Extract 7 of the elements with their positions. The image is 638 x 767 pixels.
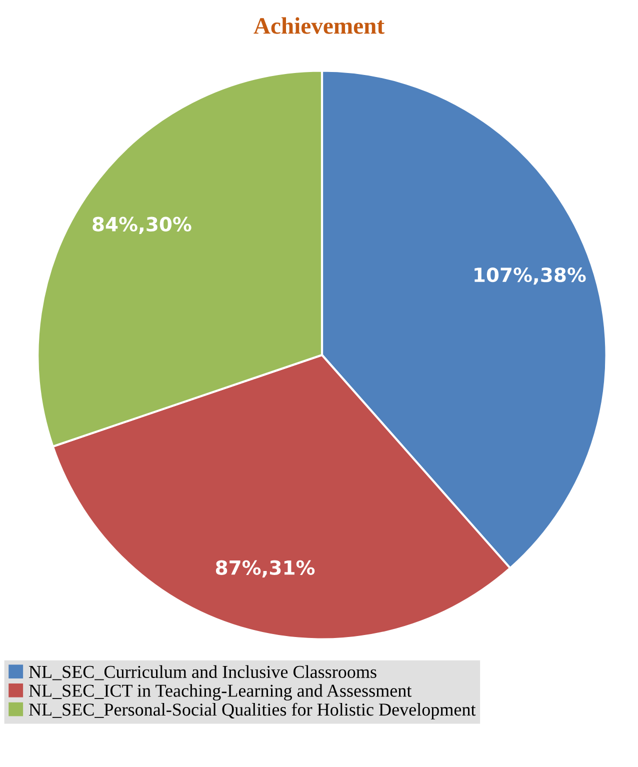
chart-title: Achievement bbox=[254, 17, 384, 34]
legend-label: NL_SEC_ICT in Teaching-Learning and Assessment bbox=[28, 684, 412, 701]
legend-label: NL_SEC_Curriculum and Inclusive Classrooms bbox=[28, 665, 376, 680]
data-label: 87%,31% bbox=[216, 560, 315, 578]
data-label: 84%,30% bbox=[92, 216, 192, 234]
legend-label: NL_SEC_Personal-Social Qualities for Holistic Development bbox=[28, 702, 476, 720]
data-label: 107%,38% bbox=[474, 267, 586, 285]
